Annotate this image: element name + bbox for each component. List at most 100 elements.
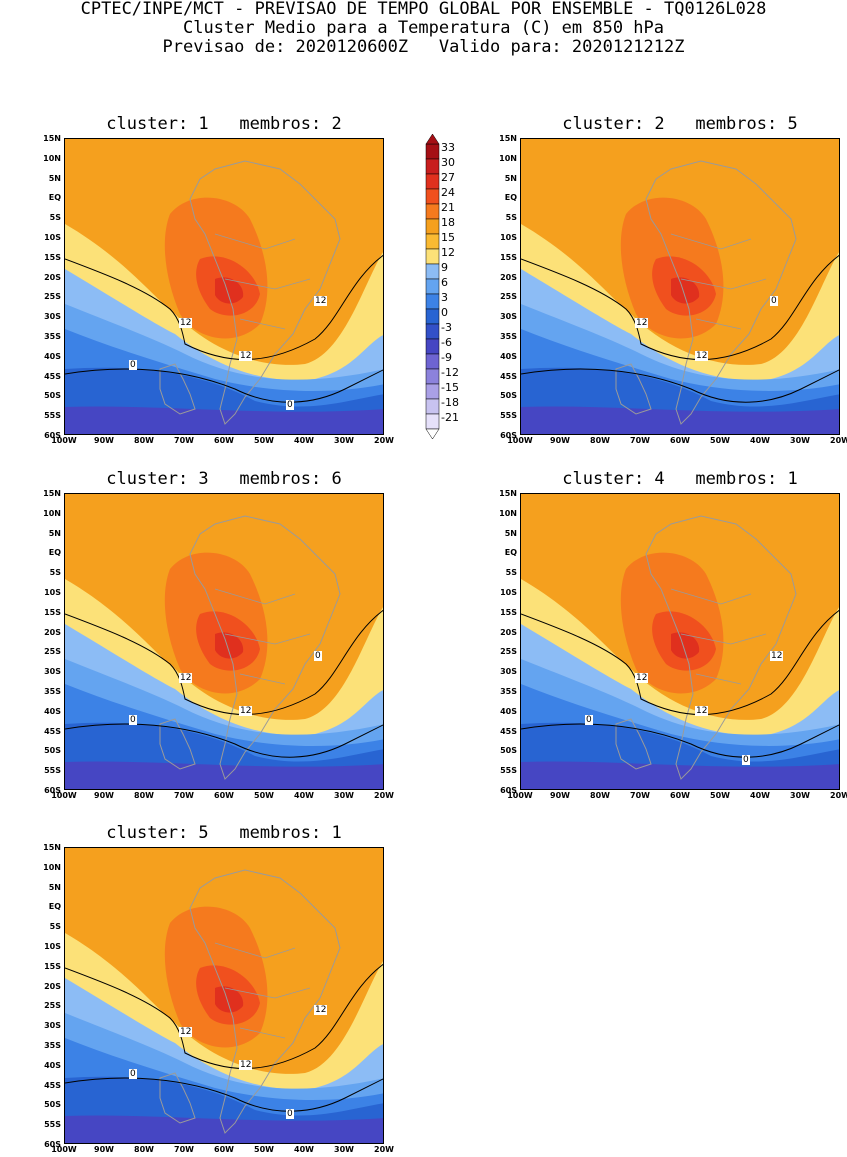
lon-label: 40W xyxy=(750,436,770,445)
temperature-map-cluster-2 xyxy=(520,138,840,435)
lon-label: 80W xyxy=(134,1145,154,1154)
lon-label: 50W xyxy=(710,436,730,445)
lat-label: 10N xyxy=(43,153,61,163)
contour-label: 0 xyxy=(742,755,750,765)
panel-title-cluster-1: cluster: 1 membros: 2 xyxy=(106,114,342,134)
lat-label: 5N xyxy=(504,173,517,183)
lon-label: 90W xyxy=(550,436,570,445)
lat-label: 60S xyxy=(44,431,61,440)
contour-label: 12 xyxy=(239,1060,253,1070)
lon-label: 100W xyxy=(51,791,77,800)
lat-label: 10S xyxy=(44,588,61,597)
lat-label: 15S xyxy=(44,607,61,617)
lat-label: 5S xyxy=(49,568,61,578)
lat-label: 45S xyxy=(500,726,517,736)
lat-label: 40S xyxy=(500,351,517,361)
lat-label: 25S xyxy=(44,292,61,302)
lon-label: 60W xyxy=(214,791,234,800)
colorbar-label: -12 xyxy=(441,366,459,379)
colorbar-label: 18 xyxy=(441,216,455,229)
colorbar-label: 12 xyxy=(441,246,455,259)
lat-label: 5N xyxy=(48,528,61,538)
colorbar-label: 33 xyxy=(441,141,455,154)
lon-label: 40W xyxy=(750,791,770,800)
lon-label: 60W xyxy=(214,436,234,445)
lat-label: 50S xyxy=(500,746,517,756)
map-svg xyxy=(65,848,383,1143)
colorbar-swatch xyxy=(425,203,440,220)
colorbar-swatch xyxy=(425,233,440,250)
lon-label: 50W xyxy=(254,1145,274,1154)
contour-label: 12 xyxy=(695,706,709,716)
temperature-map-cluster-4 xyxy=(520,493,840,790)
colorbar-swatch xyxy=(425,278,440,295)
lat-label: 55S xyxy=(44,411,61,421)
contour-label: 12 xyxy=(635,673,649,683)
colorbar-label: 0 xyxy=(441,306,448,319)
lat-label: 20S xyxy=(44,272,61,282)
contour-label: 12 xyxy=(179,673,193,683)
lat-label: 40S xyxy=(44,706,61,716)
panel-title-cluster-3: cluster: 3 membros: 6 xyxy=(106,469,342,489)
colorbar-label: -21 xyxy=(441,411,459,424)
colorbar-label: -18 xyxy=(441,396,459,409)
lat-label: 5S xyxy=(49,922,61,932)
colorbar-label: 6 xyxy=(441,276,448,289)
colorbar-label: 15 xyxy=(441,231,455,244)
lon-label: 20W xyxy=(374,436,394,445)
lat-label: 15N xyxy=(43,134,61,143)
temperature-map-cluster-5 xyxy=(64,847,384,1144)
contour-label: 12 xyxy=(239,351,253,361)
lon-label: 70W xyxy=(174,436,194,445)
lat-label: 55S xyxy=(44,1120,61,1130)
lat-label: 45S xyxy=(44,1080,61,1090)
lat-label: EQ xyxy=(48,902,61,912)
lat-label: 45S xyxy=(44,726,61,736)
panel-title-cluster-4: cluster: 4 membros: 1 xyxy=(562,469,798,489)
contour-label: 0 xyxy=(129,715,137,725)
lat-label: 15S xyxy=(44,961,61,971)
contour-label: 0 xyxy=(286,400,294,410)
lon-label: 100W xyxy=(51,1145,77,1154)
lat-label: 5S xyxy=(505,213,517,223)
lon-label: 40W xyxy=(294,791,314,800)
colorbar-label: 21 xyxy=(441,201,455,214)
lat-label: 40S xyxy=(500,706,517,716)
colorbar-top-arrow xyxy=(425,133,440,145)
lon-label: 90W xyxy=(94,1145,114,1154)
lat-label: 45S xyxy=(500,371,517,381)
lon-label: 30W xyxy=(790,791,810,800)
colorbar-swatch xyxy=(425,308,440,325)
colorbar-swatch xyxy=(425,143,440,160)
lat-label: 10N xyxy=(43,862,61,872)
colorbar-swatch xyxy=(425,293,440,310)
lon-label: 90W xyxy=(94,436,114,445)
lat-label: 50S xyxy=(44,1100,61,1110)
lon-label: 20W xyxy=(374,1145,394,1154)
lon-label: 20W xyxy=(830,791,847,800)
lon-label: 100W xyxy=(51,436,77,445)
lon-label: 50W xyxy=(710,791,730,800)
lat-label: 40S xyxy=(44,351,61,361)
lon-label: 20W xyxy=(830,436,847,445)
lon-label: 50W xyxy=(254,791,274,800)
contour-label: 0 xyxy=(286,1109,294,1119)
colorbar-swatch xyxy=(425,338,440,355)
lon-label: 100W xyxy=(507,436,533,445)
contour-label: 12 xyxy=(239,706,253,716)
lat-label: 5N xyxy=(504,528,517,538)
lon-label: 70W xyxy=(174,791,194,800)
lon-label: 80W xyxy=(590,436,610,445)
lat-label: 30S xyxy=(44,312,61,322)
colorbar-label: 24 xyxy=(441,186,455,199)
colorbar-label: 3 xyxy=(441,291,448,304)
lon-label: 80W xyxy=(134,791,154,800)
colorbar-label: -15 xyxy=(441,381,459,394)
lat-label: EQ xyxy=(48,193,61,203)
lat-label: 50S xyxy=(44,746,61,756)
lat-label: 10N xyxy=(499,508,517,518)
contour-label: 12 xyxy=(314,1005,328,1015)
contour-label: 0 xyxy=(129,360,137,370)
colorbar-swatch xyxy=(425,218,440,235)
lat-label: 5S xyxy=(505,568,517,578)
